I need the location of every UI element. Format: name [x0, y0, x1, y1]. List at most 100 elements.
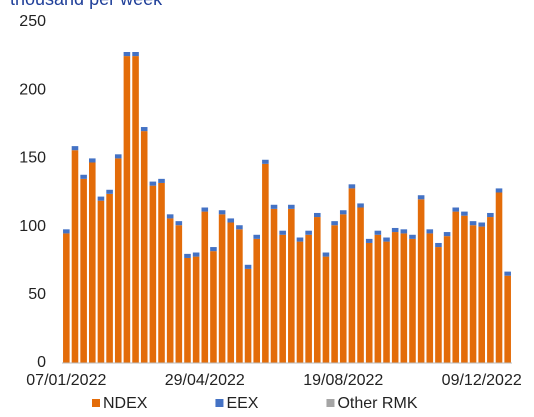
bar-segment — [296, 237, 304, 242]
bar-segment — [253, 234, 260, 239]
bar-segment — [443, 232, 451, 237]
bar-segment — [391, 227, 399, 233]
bar-segment — [279, 234, 286, 363]
bar-segment — [331, 225, 338, 363]
bar-segment — [97, 196, 105, 201]
y-tick-label: 250 — [19, 13, 46, 30]
x-tick-label: 09/12/2022 — [442, 372, 522, 389]
bar-segment — [478, 226, 485, 363]
bar-segment — [305, 234, 312, 363]
bar-segment — [504, 275, 511, 363]
legend-swatch — [215, 399, 224, 407]
bar-segment — [383, 241, 390, 363]
bar-segment — [443, 236, 451, 363]
y-tick-label: 150 — [19, 150, 46, 167]
bar-segment — [166, 214, 174, 219]
bar-segment — [504, 271, 511, 276]
bar-segment — [417, 195, 425, 200]
bar-segment — [192, 256, 200, 363]
bar-segment — [461, 215, 468, 363]
bar-segment — [63, 229, 70, 234]
bar-segment — [236, 225, 243, 230]
bar-segment — [106, 193, 113, 363]
bar-segment — [357, 207, 364, 363]
bar-segment — [210, 251, 217, 363]
bar-segment — [417, 199, 425, 363]
bar-segment — [288, 204, 295, 209]
bar-segment — [270, 204, 278, 209]
bar-segment — [80, 178, 87, 363]
y-tick-label: 200 — [19, 81, 46, 98]
bar-segment — [218, 210, 226, 215]
bar-segment — [132, 56, 139, 363]
bar-segment — [478, 222, 485, 227]
bar-segment — [322, 256, 330, 363]
bar-segment — [71, 150, 79, 363]
bar-segment — [236, 229, 243, 363]
bar-segment — [114, 158, 122, 363]
bar-segment — [244, 264, 252, 269]
bar-segment — [175, 221, 183, 226]
bar-segment — [201, 211, 209, 363]
y-tick-label: 100 — [19, 218, 46, 235]
bar-segment — [175, 225, 183, 363]
bar-segment — [123, 52, 131, 57]
bar-segment — [331, 221, 338, 226]
bar-segment — [400, 233, 408, 363]
bar-segment — [452, 211, 460, 363]
bar-segment — [80, 174, 87, 179]
bar-segment — [218, 214, 226, 363]
x-tick-label: 07/01/2022 — [26, 372, 106, 389]
bar-segment — [435, 247, 442, 363]
bar-segment — [374, 234, 382, 363]
legend-label: EEX — [226, 395, 258, 412]
bar-segment — [339, 214, 347, 363]
bar-segment — [262, 159, 269, 164]
bar-segment — [253, 238, 260, 363]
bar-segment — [435, 242, 442, 248]
bar-segment — [461, 211, 468, 216]
bar-segment — [279, 230, 286, 235]
bar-segment — [495, 188, 503, 193]
bar-segment — [227, 218, 235, 223]
bar-segment — [184, 257, 191, 363]
bar-segment — [89, 162, 96, 363]
bar-segment — [140, 127, 148, 132]
bar-segment — [487, 212, 494, 218]
bar-segment — [409, 234, 416, 239]
bar-segment — [314, 217, 321, 363]
legend-label: NDEX — [103, 395, 148, 412]
bar-segment — [339, 210, 347, 215]
bar-segment — [63, 233, 70, 363]
bar-segment — [166, 218, 174, 363]
bar-segment — [400, 229, 408, 234]
bar-segment — [106, 189, 113, 194]
bar-segment — [89, 158, 96, 163]
bar-segment — [132, 52, 139, 57]
bar-segment — [123, 56, 131, 363]
bar-segment — [288, 208, 295, 363]
bar-segment — [184, 253, 191, 258]
bar-segment — [469, 221, 477, 226]
bar-segment — [140, 131, 148, 363]
bar-segment — [383, 237, 390, 242]
bar-segment — [391, 232, 399, 363]
y-tick-label: 0 — [37, 354, 46, 371]
x-tick-label: 19/08/2022 — [303, 372, 383, 389]
bar-segment — [244, 268, 252, 363]
bar-segment — [201, 207, 209, 212]
bar-segment — [71, 146, 79, 151]
bar-segment — [305, 230, 312, 235]
bar-segment — [149, 185, 157, 363]
bar-segment — [426, 229, 434, 234]
bar-segment — [374, 230, 382, 235]
chart-title: thousand per week — [10, 0, 163, 9]
legend-label: Other RMK — [337, 395, 417, 412]
bar-segment — [469, 225, 477, 363]
legend-swatch — [92, 399, 100, 407]
bar-segment — [322, 252, 330, 257]
bar-segment — [97, 200, 105, 363]
y-tick-label: 50 — [28, 286, 46, 303]
bar-segment — [270, 208, 278, 363]
legend-swatch — [326, 399, 335, 407]
